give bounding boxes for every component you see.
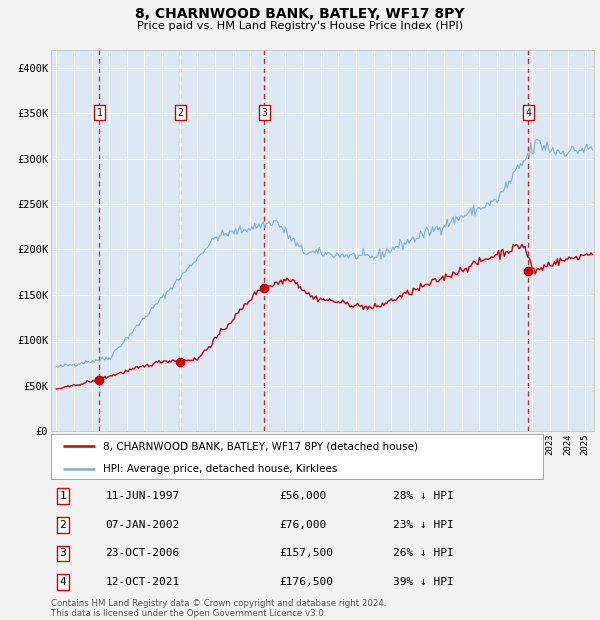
Text: Contains HM Land Registry data © Crown copyright and database right 2024.
This d: Contains HM Land Registry data © Crown c… [51,599,386,618]
Text: 8, CHARNWOOD BANK, BATLEY, WF17 8PY: 8, CHARNWOOD BANK, BATLEY, WF17 8PY [135,7,465,22]
Text: 3: 3 [59,549,67,559]
Text: 4: 4 [526,107,532,118]
Text: 4: 4 [59,577,67,587]
Text: 12-OCT-2021: 12-OCT-2021 [106,577,179,587]
Text: £56,000: £56,000 [279,491,326,501]
Text: 07-JAN-2002: 07-JAN-2002 [106,520,179,529]
Text: Price paid vs. HM Land Registry's House Price Index (HPI): Price paid vs. HM Land Registry's House … [137,21,463,31]
Text: 39% ↓ HPI: 39% ↓ HPI [393,577,454,587]
Text: 2: 2 [177,107,183,118]
Text: 1: 1 [97,107,102,118]
Text: £76,000: £76,000 [279,520,326,529]
Text: 8, CHARNWOOD BANK, BATLEY, WF17 8PY (detached house): 8, CHARNWOOD BANK, BATLEY, WF17 8PY (det… [103,441,418,451]
Text: 3: 3 [262,107,268,118]
Text: 23% ↓ HPI: 23% ↓ HPI [393,520,454,529]
Text: 1: 1 [59,491,67,501]
Text: £157,500: £157,500 [279,549,333,559]
Text: 11-JUN-1997: 11-JUN-1997 [106,491,179,501]
Text: 23-OCT-2006: 23-OCT-2006 [106,549,179,559]
Text: 26% ↓ HPI: 26% ↓ HPI [393,549,454,559]
Text: £176,500: £176,500 [279,577,333,587]
Text: HPI: Average price, detached house, Kirklees: HPI: Average price, detached house, Kirk… [103,464,337,474]
Text: 2: 2 [59,520,67,529]
Text: 28% ↓ HPI: 28% ↓ HPI [393,491,454,501]
